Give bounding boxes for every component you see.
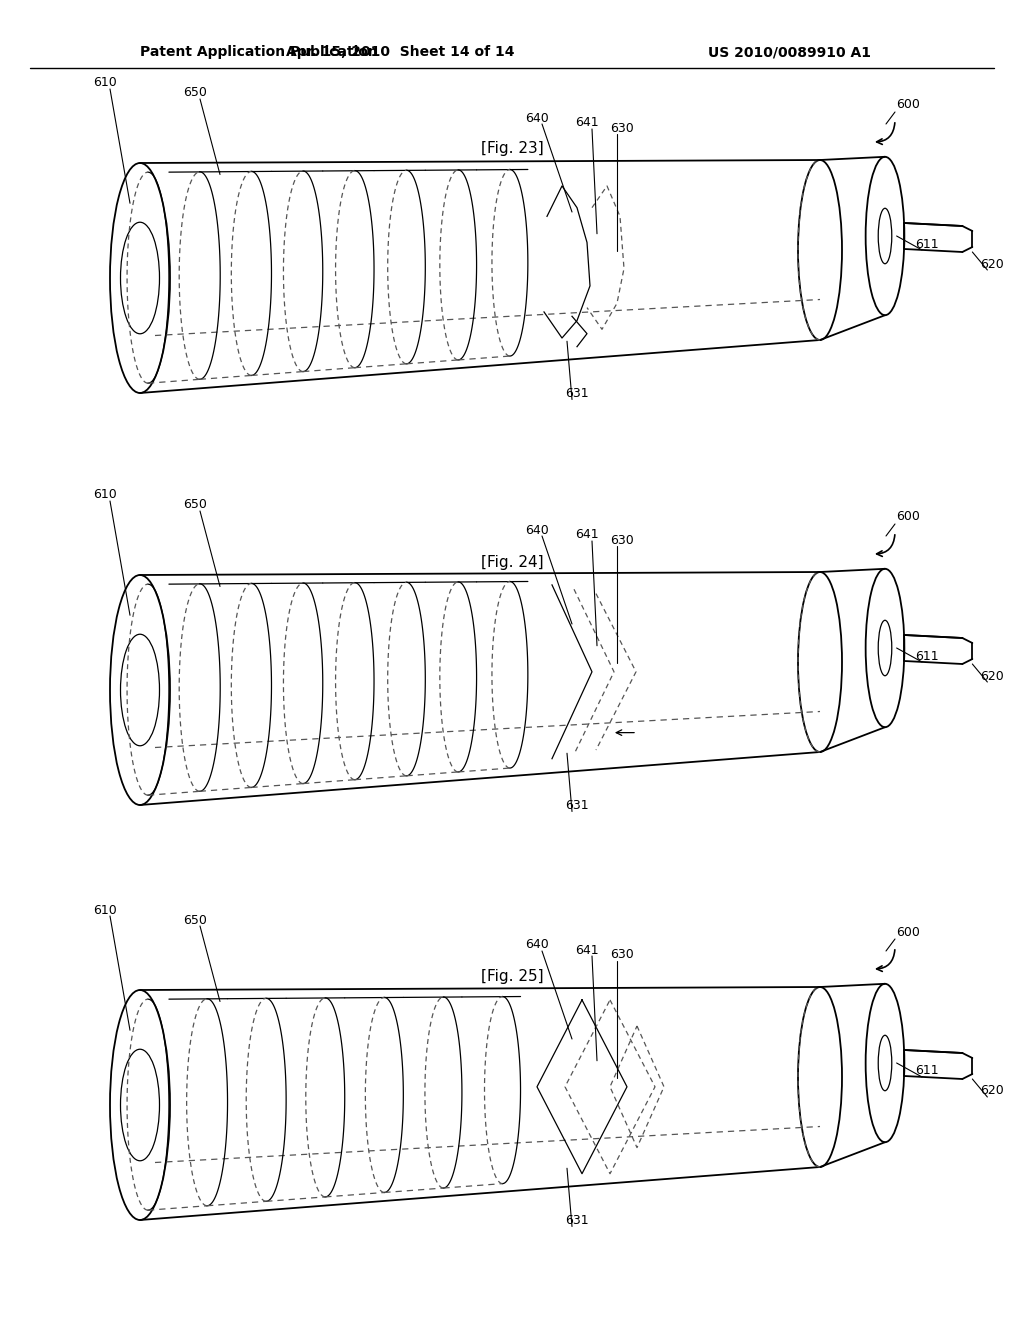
Text: 630: 630 xyxy=(610,949,634,961)
Text: [Fig. 25]: [Fig. 25] xyxy=(480,969,544,983)
Text: 600: 600 xyxy=(896,99,920,111)
Text: 610: 610 xyxy=(93,903,117,916)
Text: 611: 611 xyxy=(915,1064,939,1077)
Text: 641: 641 xyxy=(575,116,599,129)
Text: 620: 620 xyxy=(981,257,1005,271)
Text: [Fig. 24]: [Fig. 24] xyxy=(480,554,544,569)
Text: [Fig. 23]: [Fig. 23] xyxy=(480,140,544,156)
Text: 640: 640 xyxy=(525,111,549,124)
Text: 610: 610 xyxy=(93,488,117,502)
Text: 630: 630 xyxy=(610,533,634,546)
Text: 610: 610 xyxy=(93,77,117,90)
Text: 641: 641 xyxy=(575,528,599,541)
Text: 620: 620 xyxy=(981,669,1005,682)
Text: Patent Application Publication: Patent Application Publication xyxy=(140,45,378,59)
Text: 620: 620 xyxy=(981,1085,1005,1097)
Text: 641: 641 xyxy=(575,944,599,957)
Text: 611: 611 xyxy=(915,649,939,663)
Text: 600: 600 xyxy=(896,511,920,524)
Text: 630: 630 xyxy=(610,121,634,135)
Text: 650: 650 xyxy=(183,87,207,99)
Text: 631: 631 xyxy=(565,1214,589,1228)
Text: 640: 640 xyxy=(525,524,549,536)
Text: 650: 650 xyxy=(183,499,207,511)
Text: Apr. 15, 2010  Sheet 14 of 14: Apr. 15, 2010 Sheet 14 of 14 xyxy=(286,45,514,59)
Text: 640: 640 xyxy=(525,939,549,952)
Text: 631: 631 xyxy=(565,387,589,400)
Text: 650: 650 xyxy=(183,913,207,927)
Text: US 2010/0089910 A1: US 2010/0089910 A1 xyxy=(709,45,871,59)
Text: 600: 600 xyxy=(896,925,920,939)
Text: 611: 611 xyxy=(915,238,939,251)
Text: 631: 631 xyxy=(565,799,589,812)
